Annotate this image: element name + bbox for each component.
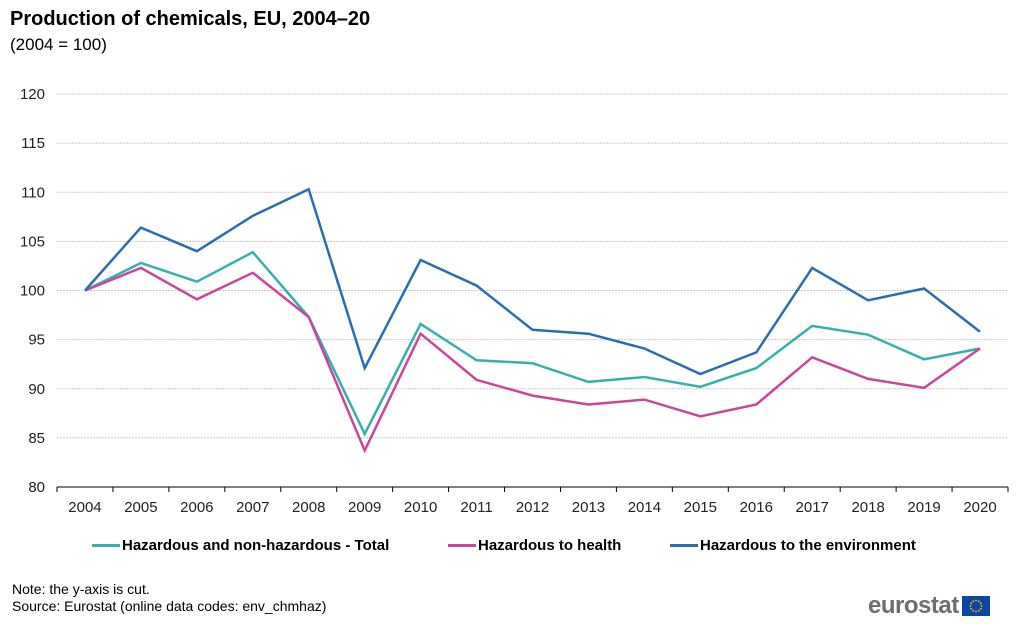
flag-star bbox=[977, 600, 980, 603]
flag-star bbox=[969, 605, 972, 607]
y-tick-label: 105 bbox=[20, 233, 45, 250]
legend-swatch-health bbox=[448, 544, 476, 547]
legend-label-health: Hazardous to health bbox=[478, 537, 622, 554]
x-tick-label: 2012 bbox=[516, 499, 549, 516]
x-tick-label: 2017 bbox=[796, 499, 829, 516]
y-tick-label: 80 bbox=[28, 479, 45, 496]
legend-item-environment: Hazardous to the environment bbox=[670, 537, 916, 554]
x-tick-label: 2007 bbox=[236, 499, 269, 516]
flag-star bbox=[970, 602, 972, 605]
flag-star bbox=[972, 609, 974, 612]
x-tick-label: 2019 bbox=[907, 499, 940, 516]
flag-star bbox=[980, 605, 983, 607]
x-tick-label: 2010 bbox=[404, 499, 437, 516]
x-tick-label: 2020 bbox=[963, 499, 996, 516]
flag-star bbox=[979, 607, 982, 610]
series-line-health bbox=[84, 266, 981, 454]
series-line-total bbox=[84, 250, 981, 437]
x-tick-label: 2009 bbox=[348, 499, 381, 516]
flag-star bbox=[979, 602, 982, 605]
chart-subtitle: (2004 = 100) bbox=[10, 35, 107, 54]
flag-star bbox=[974, 610, 977, 613]
legend-item-total: Hazardous and non-hazardous - Total bbox=[92, 537, 389, 554]
legend-label-environment: Hazardous to the environment bbox=[700, 537, 916, 554]
legend-label-total: Hazardous and non-hazardous - Total bbox=[122, 537, 390, 554]
x-tick-label: 2011 bbox=[460, 499, 492, 516]
x-tick-label: 2008 bbox=[292, 499, 325, 516]
chart-title: Production of chemicals, EU, 2004–20 bbox=[10, 8, 371, 30]
legend-swatch-total bbox=[92, 544, 120, 547]
x-tick-label: 2015 bbox=[684, 499, 717, 516]
legend-item-health: Hazardous to health bbox=[448, 537, 621, 554]
flag-star bbox=[970, 607, 972, 610]
y-axis-ticks: 80 85 90 95 100 105 110 115 120 bbox=[20, 86, 45, 496]
flag-star bbox=[977, 609, 980, 612]
y-tick-label: 95 bbox=[28, 332, 45, 349]
series-line-environment bbox=[84, 187, 981, 376]
logo-text: eurostat bbox=[868, 592, 959, 619]
y-tick-label: 85 bbox=[28, 430, 45, 447]
x-tick-label: 2018 bbox=[851, 499, 884, 516]
eu-flag-icon bbox=[961, 596, 990, 616]
eurostat-logo: eurostat bbox=[868, 592, 990, 620]
source-note: Source: Eurostat (online data codes: env… bbox=[12, 598, 327, 614]
y-tick-label: 110 bbox=[21, 184, 45, 201]
series-lines bbox=[84, 187, 981, 454]
y-tick-label: 120 bbox=[20, 86, 45, 103]
x-axis: 2004 2005 2006 2007 2008 2009 2010 2011 2012 2013… bbox=[56, 486, 1009, 516]
x-tick-label: 2013 bbox=[572, 499, 605, 516]
y-tick-label: 90 bbox=[28, 381, 45, 398]
y-tick-label: 100 bbox=[20, 283, 45, 300]
legend-swatch-environment bbox=[670, 544, 698, 547]
flag-star bbox=[972, 600, 974, 603]
gridlines bbox=[57, 93, 1008, 439]
x-tick-label: 2006 bbox=[180, 499, 213, 516]
footnote: Note: the y-axis is cut. bbox=[12, 581, 150, 597]
x-tick-label: 2004 bbox=[68, 499, 101, 516]
y-tick-label: 115 bbox=[21, 135, 45, 152]
x-tick-label: 2014 bbox=[628, 499, 661, 516]
flag-star bbox=[974, 599, 977, 602]
x-tick-label: 2005 bbox=[124, 499, 157, 516]
x-tick-label: 2016 bbox=[740, 499, 773, 516]
